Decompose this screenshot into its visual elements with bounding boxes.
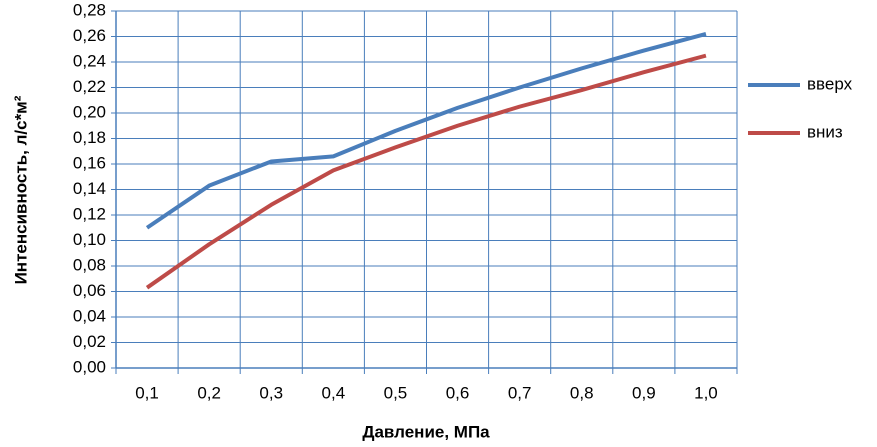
y-tick-label: 0,26	[73, 26, 106, 45]
x-tick-label: 1,0	[694, 383, 718, 402]
y-tick-label: 0,08	[73, 255, 106, 274]
y-tick-label: 0,16	[73, 153, 106, 172]
y-tick-label: 0,22	[73, 77, 106, 96]
x-tick-label: 0,7	[508, 383, 532, 402]
legend-label: вниз	[807, 122, 843, 141]
x-tick-label: 0,6	[446, 383, 470, 402]
y-tick-label: 0,00	[73, 357, 106, 376]
x-axis-title: Давление, МПа	[362, 422, 490, 441]
y-tick-label: 0,10	[73, 230, 106, 249]
y-tick-label: 0,04	[73, 306, 106, 325]
x-tick-label: 0,4	[322, 383, 346, 402]
y-tick-label: 0,02	[73, 332, 106, 351]
y-tick-label: 0,14	[73, 179, 106, 198]
y-tick-label: 0,20	[73, 102, 106, 121]
y-tick-label: 0,18	[73, 128, 106, 147]
legend-label: вверх	[807, 74, 853, 93]
y-tick-label: 0,28	[73, 0, 106, 19]
y-tick-label: 0,06	[73, 281, 106, 300]
x-tick-label: 0,5	[384, 383, 408, 402]
y-axis-title: Интенсивность, л/с*м²	[11, 95, 30, 284]
y-tick-label: 0,24	[73, 51, 106, 70]
x-tick-label: 0,3	[259, 383, 283, 402]
x-tick-label: 0,1	[135, 383, 159, 402]
data-line	[145, 32, 707, 230]
x-tick-label: 0,8	[570, 383, 594, 402]
x-tick-label: 0,9	[632, 383, 656, 402]
y-tick-label: 0,12	[73, 204, 106, 223]
data-line	[145, 53, 707, 290]
x-tick-label: 0,2	[197, 383, 221, 402]
